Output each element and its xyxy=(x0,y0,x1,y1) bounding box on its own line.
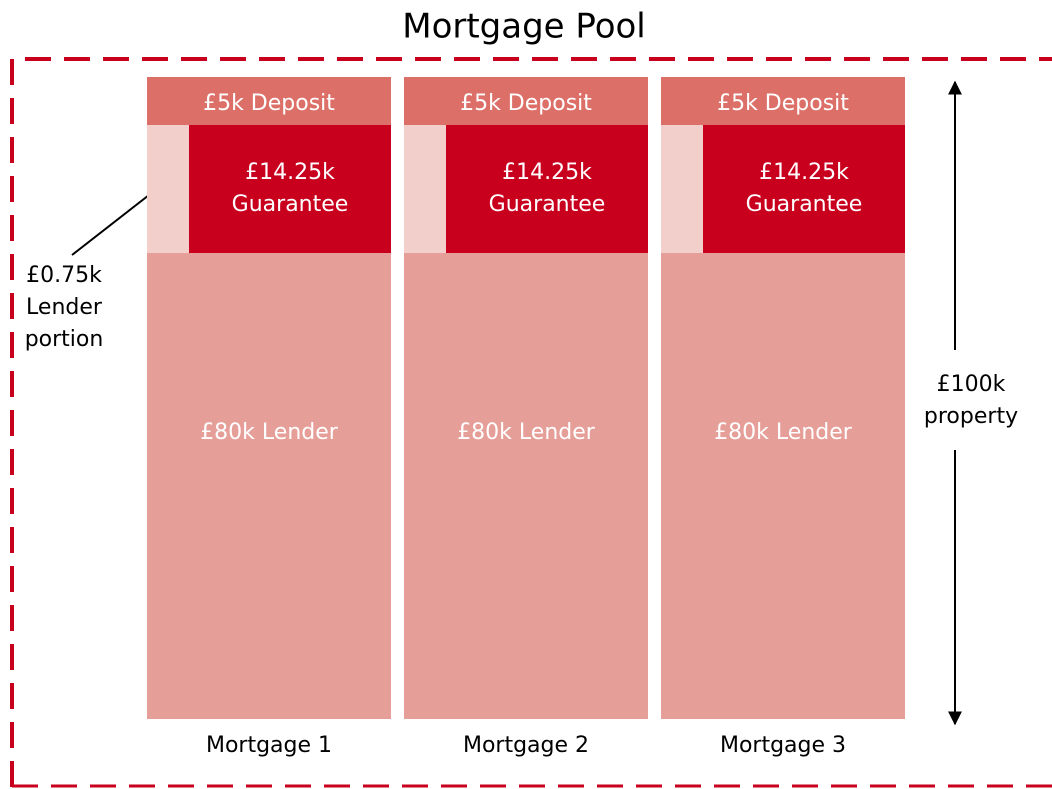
guarantee-label: £14.25k xyxy=(502,160,592,185)
guarantee-block xyxy=(189,125,391,253)
deposit-block xyxy=(661,77,905,125)
guarantee-label: Guarantee xyxy=(232,192,349,217)
deposit-label: £5k Deposit xyxy=(203,91,335,116)
guarantee-block xyxy=(703,125,905,253)
lender-block xyxy=(147,253,391,719)
deposit-label: £5k Deposit xyxy=(717,91,849,116)
lender-portion-block xyxy=(661,125,703,253)
property-label: £100k xyxy=(937,372,1006,397)
annotation-label: portion xyxy=(25,327,104,352)
lender-label: £80k Lender xyxy=(457,420,596,445)
deposit-block xyxy=(404,77,648,125)
guarantee-label: Guarantee xyxy=(489,192,606,217)
deposit-label: £5k Deposit xyxy=(460,91,592,116)
title: Mortgage Pool xyxy=(402,7,646,47)
mortgage-label: Mortgage 3 xyxy=(720,733,846,758)
mortgage-label: Mortgage 2 xyxy=(463,733,589,758)
annotation-label: Lender xyxy=(26,295,103,320)
guarantee-label: £14.25k xyxy=(245,160,335,185)
lender-portion-block xyxy=(147,125,189,253)
lender-block xyxy=(661,253,905,719)
mortgage-label: Mortgage 1 xyxy=(206,733,332,758)
lender-block xyxy=(404,253,648,719)
pool-border xyxy=(10,57,1052,787)
guarantee-label: £14.25k xyxy=(759,160,849,185)
deposit-block xyxy=(147,77,391,125)
property-label: property xyxy=(924,404,1018,429)
lender-label: £80k Lender xyxy=(200,420,339,445)
lender-label: £80k Lender xyxy=(714,420,853,445)
guarantee-block xyxy=(446,125,648,253)
annotation-label: £0.75k xyxy=(26,263,102,288)
lender-portion-block xyxy=(404,125,446,253)
guarantee-label: Guarantee xyxy=(746,192,863,217)
